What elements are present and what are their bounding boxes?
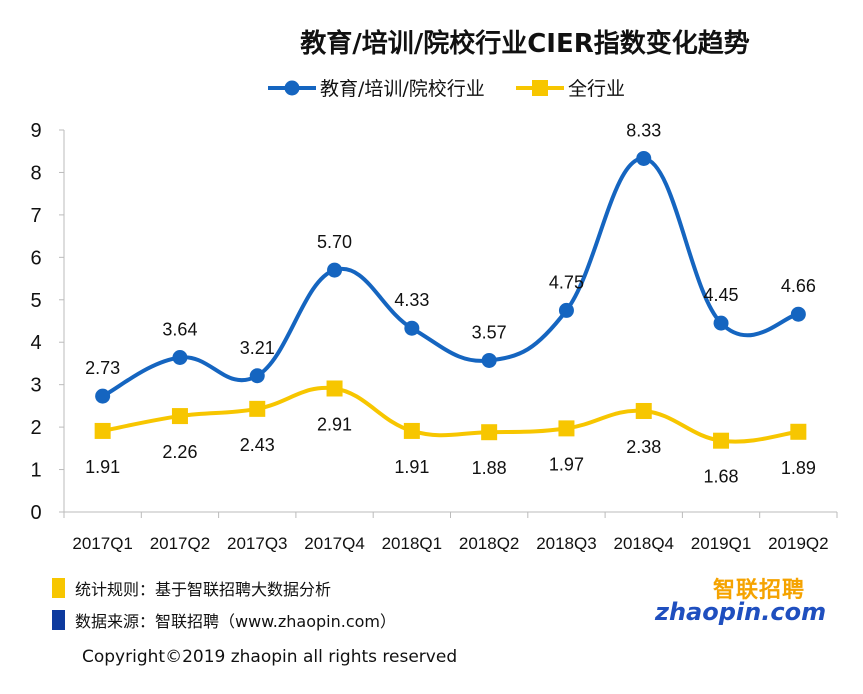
- data-label: 4.33: [394, 290, 429, 310]
- data-point: [790, 423, 807, 440]
- source-text: 数据来源：智联招聘（www.zhaopin.com）: [75, 612, 397, 631]
- data-label: 2.43: [240, 435, 275, 455]
- data-label: 4.75: [549, 272, 584, 292]
- data-label: 1.89: [781, 458, 816, 478]
- data-point: [713, 315, 729, 331]
- data-point: [326, 380, 343, 397]
- series-layer: 2.73 3.64 3.21 5.70 4.33 3.57 4.75 8.33 4.45 4.66…: [85, 120, 816, 486]
- data-point: [249, 400, 266, 417]
- y-tick-label: 1: [30, 460, 41, 482]
- data-point: [327, 262, 343, 278]
- data-label: 5.70: [317, 232, 352, 252]
- data-label: 4.66: [781, 276, 816, 296]
- legend-marker: [532, 80, 548, 96]
- series-line-2: [102, 385, 799, 444]
- data-point: [404, 320, 420, 336]
- data-point: [403, 422, 420, 439]
- chart-title: 教育/培训/院校行业CIER指数变化趋势: [300, 28, 750, 59]
- y-tick-label: 3: [30, 375, 41, 397]
- series-line-1: [101, 156, 799, 398]
- data-point: [171, 408, 188, 425]
- data-label: 2.38: [626, 437, 661, 457]
- data-point: [558, 302, 574, 318]
- x-tick-label: 2018Q4: [614, 534, 675, 553]
- data-point: [172, 350, 188, 366]
- data-point: [481, 352, 497, 368]
- data-point: [94, 422, 111, 439]
- data-label: 3.64: [162, 320, 197, 340]
- data-label: 4.45: [704, 285, 739, 305]
- data-label: 3.21: [240, 338, 275, 358]
- y-tick-label: 4: [30, 332, 41, 354]
- legend-label-1: 教育/培训/院校行业: [320, 78, 485, 100]
- legend: 教育/培训/院校行业 全行业: [268, 78, 625, 100]
- y-tick-label: 9: [30, 120, 41, 142]
- x-tick-label: 2017Q1: [72, 534, 133, 553]
- data-label: 1.97: [549, 454, 584, 474]
- logo-cn: 智联招聘: [712, 578, 805, 603]
- y-tick-label: 6: [30, 247, 41, 269]
- rule-swatch: [52, 578, 65, 598]
- data-point: [635, 402, 652, 419]
- chart: 教育/培训/院校行业CIER指数变化趋势 教育/培训/院校行业 全行业 0 1 2 3 4…: [30, 28, 838, 553]
- y-tick-label: 0: [30, 502, 41, 524]
- data-point: [558, 420, 575, 437]
- data-label: 2.91: [317, 414, 352, 434]
- x-tick-label: 2017Q2: [150, 534, 211, 553]
- data-label: 1.91: [394, 457, 429, 477]
- data-point: [481, 424, 498, 441]
- data-label: 3.57: [472, 322, 507, 342]
- source-swatch: [52, 610, 65, 630]
- x-tick-label: 2017Q4: [304, 534, 365, 553]
- copyright: Copyright©2019 zhaopin all rights reserv…: [82, 647, 458, 667]
- y-tick-label: 2: [30, 417, 41, 439]
- rule-text: 统计规则：基于智联招聘大数据分析: [75, 580, 332, 599]
- x-tick-label: 2017Q3: [227, 534, 288, 553]
- legend-label-2: 全行业: [568, 78, 625, 100]
- data-point: [95, 388, 111, 404]
- zhaopin-logo: 智联招聘 zhaopin.com: [655, 572, 826, 636]
- x-tick-label: 2019Q2: [768, 534, 829, 553]
- logo-en: zhaopin.com: [655, 598, 827, 626]
- data-label: 2.26: [162, 442, 197, 462]
- data-point: [249, 368, 265, 384]
- data-label: 8.33: [626, 120, 661, 140]
- y-tick-label: 8: [30, 162, 41, 184]
- x-tick-label: 2018Q2: [459, 534, 520, 553]
- data-label: 1.91: [85, 457, 120, 477]
- data-label: 1.68: [704, 467, 739, 487]
- y-tick-label: 5: [30, 290, 41, 312]
- x-tick-label: 2019Q1: [691, 534, 752, 553]
- x-tick-label: 2018Q1: [382, 534, 443, 553]
- data-label: 2.73: [85, 358, 120, 378]
- axes: 0 1 2 3 4 5 6 7 8 9 2017Q1 2017Q2 2017Q3 2017Q4 2018Q1…: [30, 120, 838, 553]
- x-tick-label: 2018Q3: [536, 534, 597, 553]
- data-point: [713, 432, 730, 449]
- data-point: [636, 150, 652, 166]
- data-point: [790, 306, 806, 322]
- y-tick-label: 7: [30, 205, 41, 227]
- legend-marker: [284, 80, 300, 96]
- data-label: 1.88: [472, 458, 507, 478]
